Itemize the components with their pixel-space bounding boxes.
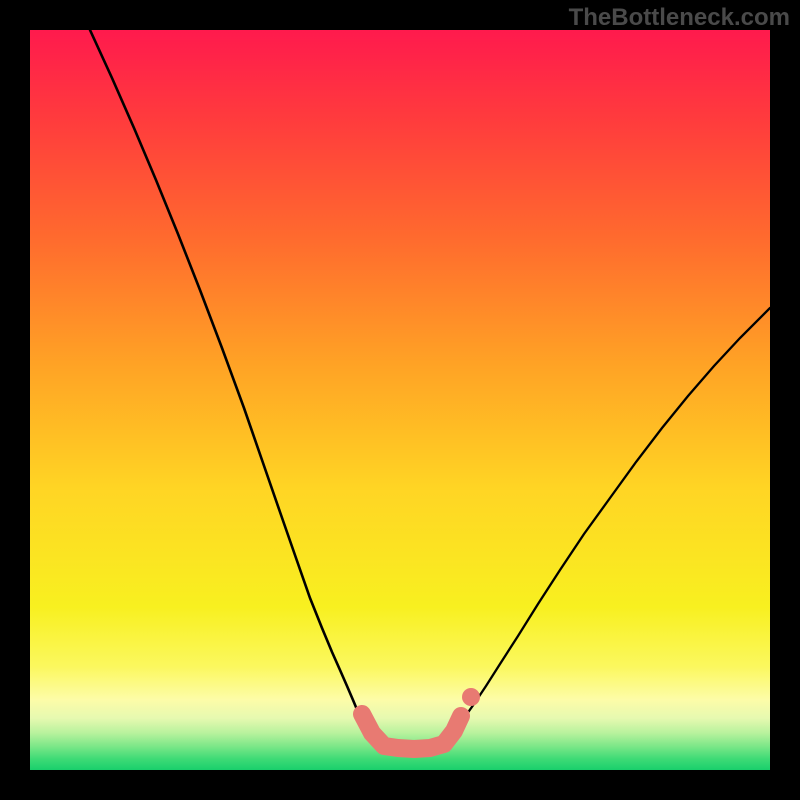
optimal-zone-upper-dot — [462, 688, 480, 706]
watermark-text: TheBottleneck.com — [569, 4, 790, 32]
bottleneck-chart — [0, 0, 800, 800]
gradient-background — [30, 30, 770, 770]
